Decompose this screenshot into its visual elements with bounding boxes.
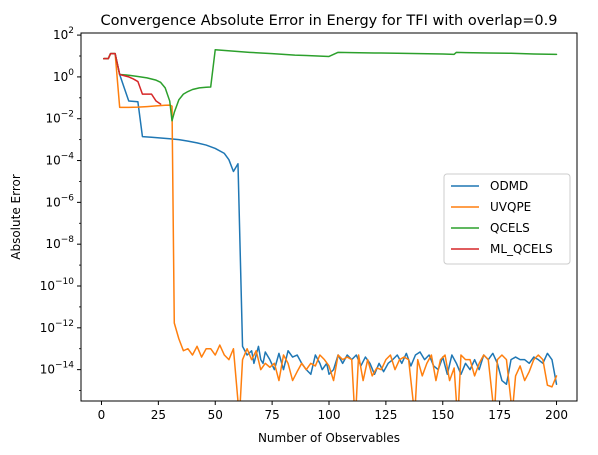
- x-tick-label: 75: [264, 408, 279, 422]
- x-tick-label: 0: [98, 408, 106, 422]
- x-tick-label: 50: [208, 408, 223, 422]
- series-line-qcels: [103, 48, 558, 122]
- series-line-uvqpe: [103, 52, 558, 401]
- y-tick-label: 10−12: [40, 319, 74, 335]
- x-axis-label: Number of Observables: [258, 431, 400, 445]
- x-axis: 0 25 50 75 100 125 150 175 200: [98, 401, 568, 422]
- y-axis-label: Absolute Error: [9, 174, 23, 260]
- x-tick-label: 25: [151, 408, 166, 422]
- x-tick-label: 125: [374, 408, 397, 422]
- x-tick-label: 100: [318, 408, 341, 422]
- y-tick-label: 10−6: [45, 193, 74, 209]
- x-tick-label: 150: [431, 408, 454, 422]
- legend-label: UVQPE: [490, 200, 531, 214]
- y-tick-label: 10−10: [40, 277, 75, 293]
- y-tick-label: 102: [53, 26, 74, 42]
- legend-label: ML_QCELS: [490, 242, 553, 256]
- y-axis: 102 100 10−2 10−4 10−6 10−8 10−10 10−12 10−14: [40, 26, 81, 391]
- y-tick-label: 10−8: [45, 235, 74, 251]
- y-tick-label: 10−14: [40, 361, 75, 377]
- y-tick-label: 10−2: [45, 110, 74, 126]
- y-tick-label: 10−4: [45, 152, 74, 168]
- series-line-ml-qcels: [103, 52, 162, 105]
- chart-title: Convergence Absolute Error in Energy for…: [100, 13, 557, 29]
- y-tick-label: 100: [53, 68, 74, 84]
- x-tick-label: 200: [545, 408, 568, 422]
- x-tick-label: 175: [488, 408, 511, 422]
- legend-label: QCELS: [490, 221, 530, 235]
- series-layer: [103, 48, 558, 401]
- legend-label: ODMD: [490, 179, 528, 193]
- legend: ODMD UVQPE QCELS ML_QCELS: [443, 173, 571, 265]
- legend-box: [443, 173, 571, 265]
